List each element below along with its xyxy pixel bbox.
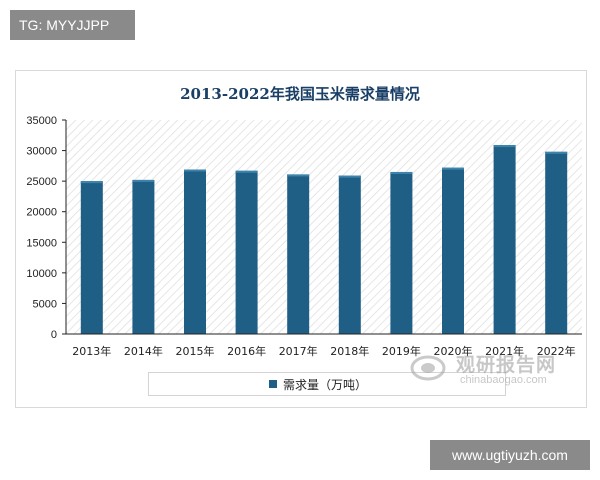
bar-top-highlight — [235, 170, 258, 173]
url-watermark-badge: www.ugtiyuzh.com — [430, 440, 590, 470]
x-tick-label: 2021年 — [485, 344, 524, 358]
x-axis: 2013年 2014年 2015年 2016年 2017年 2018年 2019年 2020年… — [66, 333, 582, 358]
bars — [80, 145, 568, 334]
bar-top-highlight — [132, 179, 155, 182]
y-tick-label: 30000 — [26, 146, 57, 158]
legend: 需求量（万吨） — [148, 372, 506, 396]
y-tick-label: 15000 — [26, 237, 57, 249]
y-tick-label: 5000 — [33, 298, 57, 310]
y-tick-label: 0 — [51, 329, 57, 341]
bar-2018年 — [338, 175, 361, 334]
bar-2019年 — [390, 171, 413, 334]
x-tick-label: 2020年 — [434, 344, 473, 358]
bar-top-highlight — [184, 169, 206, 172]
url-watermark-text: www.ugtiyuzh.com — [452, 447, 568, 463]
bar-2021年 — [493, 145, 516, 334]
bar-top-highlight — [338, 175, 361, 178]
legend-label: 需求量（万吨） — [283, 377, 368, 392]
x-tick-label: 2013年 — [72, 344, 111, 358]
bar-2016年 — [235, 170, 258, 334]
tg-watermark-badge: TG: MYYJJPP — [10, 10, 135, 40]
bar-top-highlight — [390, 171, 413, 174]
x-tick-label: 2014年 — [124, 344, 163, 358]
x-tick-label: 2018年 — [330, 344, 369, 358]
bar-top-highlight — [545, 151, 568, 154]
bar-top-highlight — [493, 145, 516, 148]
x-tick-label: 2016年 — [227, 344, 266, 358]
bar-2014年 — [132, 179, 155, 334]
y-tick-label: 35000 — [26, 115, 57, 127]
y-tick-label: 10000 — [26, 268, 57, 280]
tg-watermark-text: TG: MYYJJPP — [19, 17, 110, 33]
x-tick-label: 2017年 — [279, 344, 318, 358]
bar-top-highlight — [287, 174, 310, 177]
bar-2020年 — [442, 167, 464, 334]
bar-2015年 — [184, 169, 206, 334]
x-tick-label: 2022年 — [537, 344, 576, 358]
bar-top-highlight — [80, 181, 103, 184]
y-axis: 0 5000 10000 15000 20000 25000 30000 35000 — [26, 115, 67, 341]
bar-2013年 — [80, 181, 103, 334]
chart-title: 2013-2022年我国玉米需求量情况 — [180, 85, 420, 103]
y-tick-label: 20000 — [26, 207, 57, 219]
x-tick-label: 2015年 — [176, 344, 215, 358]
y-tick-label: 25000 — [26, 176, 57, 188]
bar-2017年 — [287, 174, 310, 334]
bar-2022年 — [545, 151, 568, 334]
legend-swatch — [269, 380, 277, 388]
x-tick-label: 2019年 — [382, 344, 421, 358]
bar-top-highlight — [442, 167, 464, 170]
